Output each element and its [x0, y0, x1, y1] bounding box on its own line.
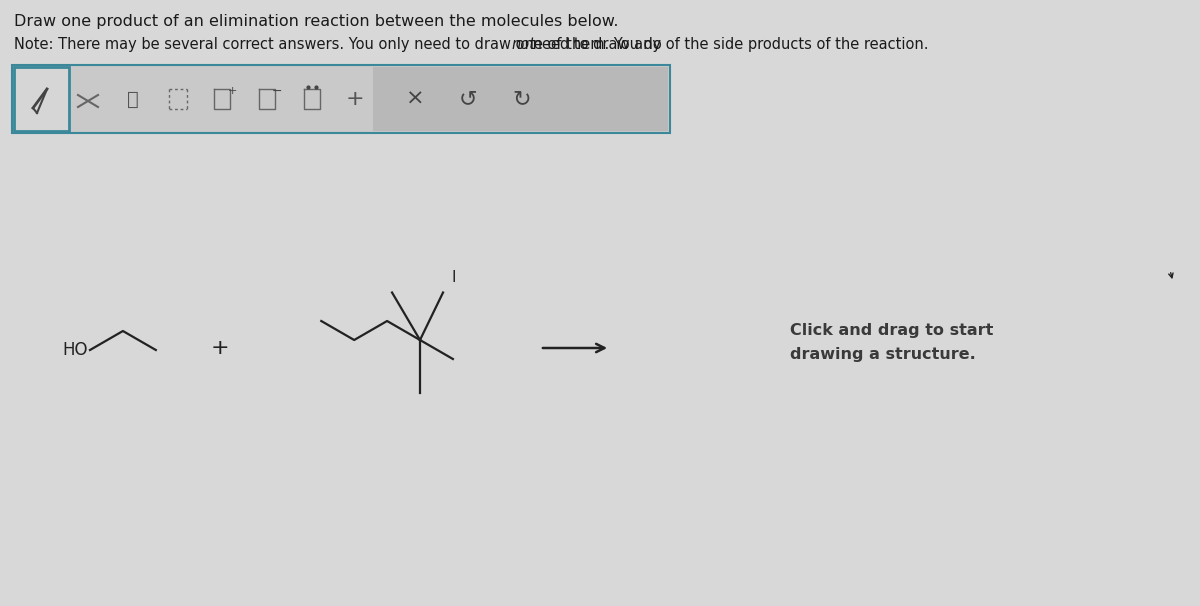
Text: ×: ×: [406, 89, 425, 109]
Bar: [14, 67, 70, 131]
Text: ↻: ↻: [512, 89, 532, 109]
Text: need to draw any of the side products of the reaction.: need to draw any of the side products of…: [528, 37, 929, 52]
Text: Draw one product of an elimination reaction between the molecules below.: Draw one product of an elimination react…: [14, 14, 618, 29]
Text: I: I: [451, 270, 456, 284]
Text: +: +: [346, 89, 365, 109]
Text: ↺: ↺: [458, 89, 478, 109]
Text: Click and drag to start: Click and drag to start: [790, 322, 994, 338]
Text: HO: HO: [62, 341, 88, 359]
Bar: [373, 67, 668, 131]
Text: +: +: [211, 338, 229, 358]
Text: +: +: [227, 86, 236, 96]
Text: not: not: [511, 37, 535, 52]
Text: drawing a structure.: drawing a structure.: [790, 347, 976, 362]
Bar: [12, 65, 670, 133]
Text: −: −: [271, 84, 282, 98]
Text: ✋: ✋: [127, 90, 139, 108]
Text: Note: There may be several correct answers. You only need to draw one of them. Y: Note: There may be several correct answe…: [14, 37, 666, 52]
